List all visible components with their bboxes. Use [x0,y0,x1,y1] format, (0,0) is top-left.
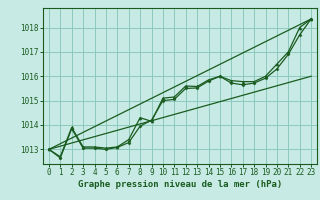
X-axis label: Graphe pression niveau de la mer (hPa): Graphe pression niveau de la mer (hPa) [78,180,282,189]
